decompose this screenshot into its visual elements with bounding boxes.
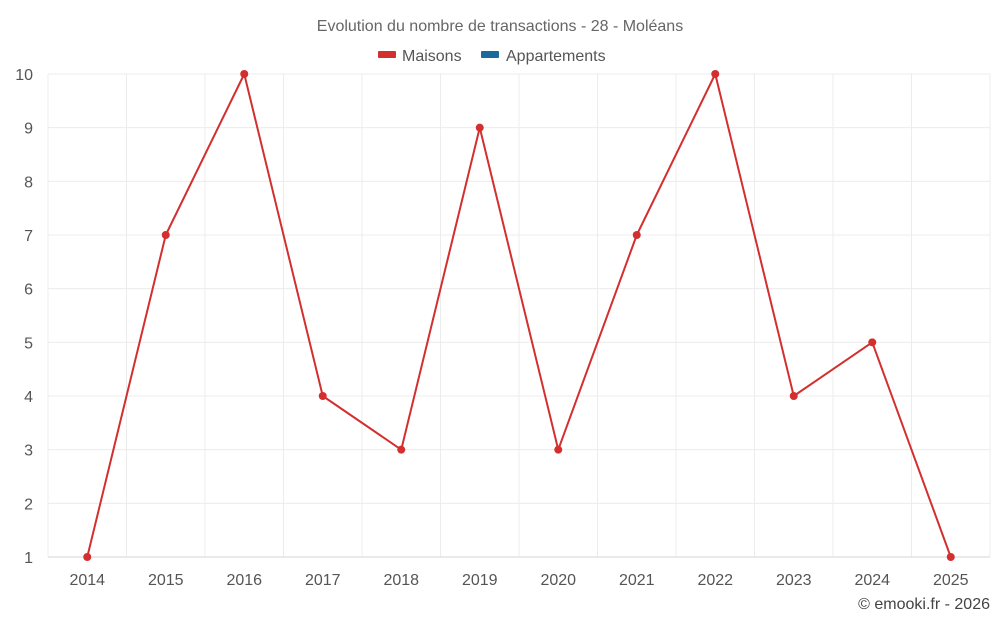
legend-label-appartements: Appartements [506, 48, 606, 65]
data-point[interactable] [789, 392, 798, 400]
y-tick-label: 1 [24, 550, 33, 567]
y-tick-label: 6 [24, 282, 33, 299]
x-tick-label: 2021 [619, 572, 655, 589]
y-tick-label: 3 [24, 443, 33, 460]
y-tick-label: 5 [24, 335, 33, 352]
grid [47, 73, 991, 558]
x-tick-label: 2023 [776, 572, 812, 589]
series-line [86, 73, 952, 558]
y-tick-label: 9 [24, 121, 33, 138]
data-point[interactable] [240, 70, 249, 78]
legend-item-appartements[interactable]: Appartements [481, 48, 606, 65]
data-point[interactable] [475, 123, 484, 132]
legend-swatch-appartements [481, 51, 499, 58]
legend: Maisons Appartements [378, 48, 606, 65]
series-maisons [83, 70, 955, 561]
credit-text: © emooki.fr - 2026 [858, 596, 990, 613]
y-tick-label: 10 [15, 67, 33, 84]
x-tick-label: 2016 [226, 572, 262, 589]
chart-title: Evolution du nombre de transactions - 28… [317, 18, 683, 35]
y-tick-label: 7 [24, 228, 33, 245]
x-tick-label: 2014 [69, 572, 105, 589]
x-tick-label: 2022 [697, 572, 733, 589]
legend-swatch-maisons [378, 51, 396, 58]
data-point[interactable] [318, 392, 327, 400]
x-tick-label: 2015 [148, 572, 184, 589]
y-tick-label: 4 [24, 389, 33, 406]
legend-item-maisons[interactable]: Maisons [378, 48, 462, 65]
data-point[interactable] [868, 338, 877, 347]
x-axis-ticks: 2014 2015 2016 2017 2018 2019 2020 2021 2022 2023… [69, 572, 968, 589]
data-point[interactable] [946, 553, 955, 561]
x-tick-label: 2017 [305, 572, 341, 589]
y-tick-label: 8 [24, 174, 33, 191]
data-point[interactable] [554, 445, 563, 454]
data-point[interactable] [711, 70, 720, 78]
data-point[interactable] [397, 445, 406, 454]
data-point[interactable] [83, 553, 92, 561]
x-tick-label: 2018 [383, 572, 419, 589]
x-tick-label: 2019 [462, 572, 498, 589]
data-point[interactable] [632, 231, 641, 239]
y-axis-ticks: 1 2 3 4 5 6 7 8 9 10 [15, 67, 33, 567]
x-tick-label: 2024 [854, 572, 890, 589]
data-point[interactable] [161, 231, 170, 239]
legend-label-maisons: Maisons [402, 48, 462, 65]
y-tick-label: 2 [24, 496, 33, 513]
x-tick-label: 2025 [933, 572, 969, 589]
x-tick-label: 2020 [540, 572, 576, 589]
